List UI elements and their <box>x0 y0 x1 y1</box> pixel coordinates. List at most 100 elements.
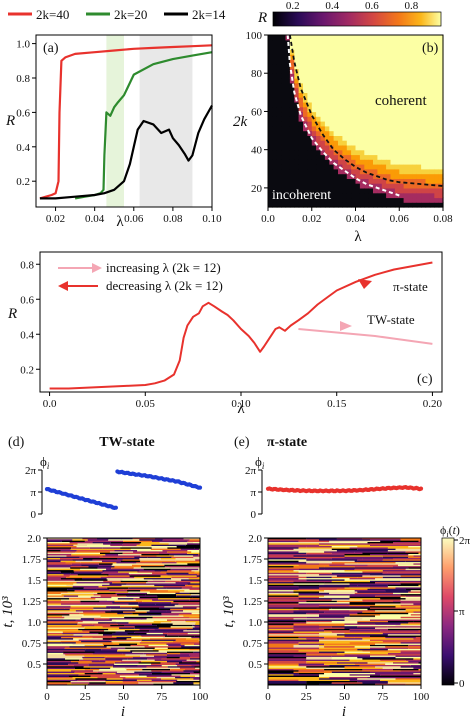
heatmap-cell <box>329 54 335 60</box>
raster-cell <box>133 567 170 570</box>
heatmap-cell <box>434 54 440 60</box>
heatmap-cell <box>373 140 378 146</box>
heatmap-cell <box>386 106 392 113</box>
raster-cell <box>349 642 401 644</box>
heatmap-cell <box>324 164 330 170</box>
raster-cell <box>47 587 84 590</box>
raster-cell <box>362 670 401 673</box>
heatmap-cell <box>333 197 339 203</box>
raster-cell <box>47 614 70 616</box>
raster-cell <box>99 600 115 603</box>
heatmap-cell <box>351 197 357 203</box>
heatmap-cell <box>390 168 396 175</box>
heatmap-cell <box>329 78 335 84</box>
heatmap-cell <box>268 197 273 203</box>
raster-cell <box>319 659 350 662</box>
raster-cell <box>349 614 381 616</box>
y-axis-label-b: 2k <box>233 114 248 130</box>
heatmap-cell <box>421 58 427 65</box>
heatmap-cell <box>351 44 357 50</box>
raster-cell <box>99 669 127 671</box>
raster-cell <box>61 603 97 606</box>
heatmap-cell <box>429 35 435 41</box>
raster-cell <box>158 627 193 630</box>
heatmap-cell <box>276 111 282 117</box>
raster-cell <box>66 576 101 579</box>
raster-cell <box>134 671 162 674</box>
raster-cell <box>319 606 370 608</box>
raster-cell <box>306 600 337 603</box>
raster-cell <box>82 538 97 540</box>
heatmap-cell <box>316 73 322 79</box>
heatmap-cell <box>268 49 273 55</box>
raster-cell <box>167 570 192 572</box>
legend-c: increasing λ (2k = 12) decreasing λ (2k … <box>58 260 223 293</box>
heatmap-cell <box>390 154 396 160</box>
raster-cell <box>170 626 195 628</box>
heatmap-cell <box>268 35 273 41</box>
heatmap-cell <box>298 140 304 146</box>
heatmap-cell <box>298 149 304 156</box>
heatmap-cell <box>403 192 409 199</box>
raster-cell <box>293 630 325 632</box>
raster-cell <box>268 626 294 628</box>
raster-cell <box>306 616 345 619</box>
raster-cell <box>152 623 173 626</box>
raster-cell <box>319 596 350 599</box>
heatmap-cell <box>307 197 313 203</box>
raster-cell <box>115 673 152 675</box>
raster-cell <box>331 626 358 628</box>
heatmap-cell <box>303 63 308 70</box>
heatmap-cell <box>294 135 300 141</box>
raster-cell <box>268 679 299 682</box>
raster-cell <box>164 606 183 608</box>
raster-cell <box>138 674 172 677</box>
raster-cell <box>190 582 200 584</box>
heatmap-cell <box>303 78 308 84</box>
heatmap-cell <box>425 116 431 122</box>
heatmap-cell <box>355 63 361 70</box>
raster-cell <box>47 606 71 608</box>
raster-cell <box>298 634 337 636</box>
raster-cell <box>98 622 129 624</box>
heatmap-cell <box>272 173 278 179</box>
heatmap-cell <box>342 187 348 194</box>
heatmap-cell <box>408 73 413 79</box>
heatmap-cell <box>342 68 348 74</box>
raster-cell <box>298 650 337 653</box>
heatmap-cell <box>342 135 348 141</box>
raster-cell <box>418 547 421 550</box>
raster-cell <box>47 623 78 626</box>
raster-cell <box>47 615 62 618</box>
raster-cell <box>344 632 383 635</box>
heatmap-cell <box>333 101 339 108</box>
heatmap-cell <box>368 68 374 74</box>
raster-cell <box>187 543 200 546</box>
raster-cell <box>293 611 325 614</box>
heatmap-cell <box>307 202 313 208</box>
heatmap-cell <box>338 82 343 89</box>
raster-cell <box>382 556 409 559</box>
heatmap-cell <box>425 130 431 136</box>
raster-cell <box>47 669 72 671</box>
raster-cell <box>306 619 345 622</box>
heatmap-cell <box>289 125 295 132</box>
heatmap-cell <box>381 154 387 160</box>
raster-cell <box>385 590 411 592</box>
heatmap-cell <box>351 92 357 98</box>
heatmap-cell <box>364 97 370 103</box>
raster-cell <box>175 592 190 595</box>
raster-cell <box>357 548 396 551</box>
heatmap-cell <box>303 192 308 199</box>
heatmap-cell <box>320 111 326 117</box>
raster-cell <box>102 643 120 646</box>
raster-cell <box>336 634 388 636</box>
raster-cell <box>175 560 200 563</box>
heatmap-cell <box>394 144 400 151</box>
raster-cell <box>103 571 118 574</box>
heatmap-cell <box>346 68 352 74</box>
heatmap-cell <box>320 92 326 98</box>
heatmap-cell <box>355 78 361 84</box>
raster-cell <box>194 626 200 628</box>
raster-cell <box>375 673 414 675</box>
